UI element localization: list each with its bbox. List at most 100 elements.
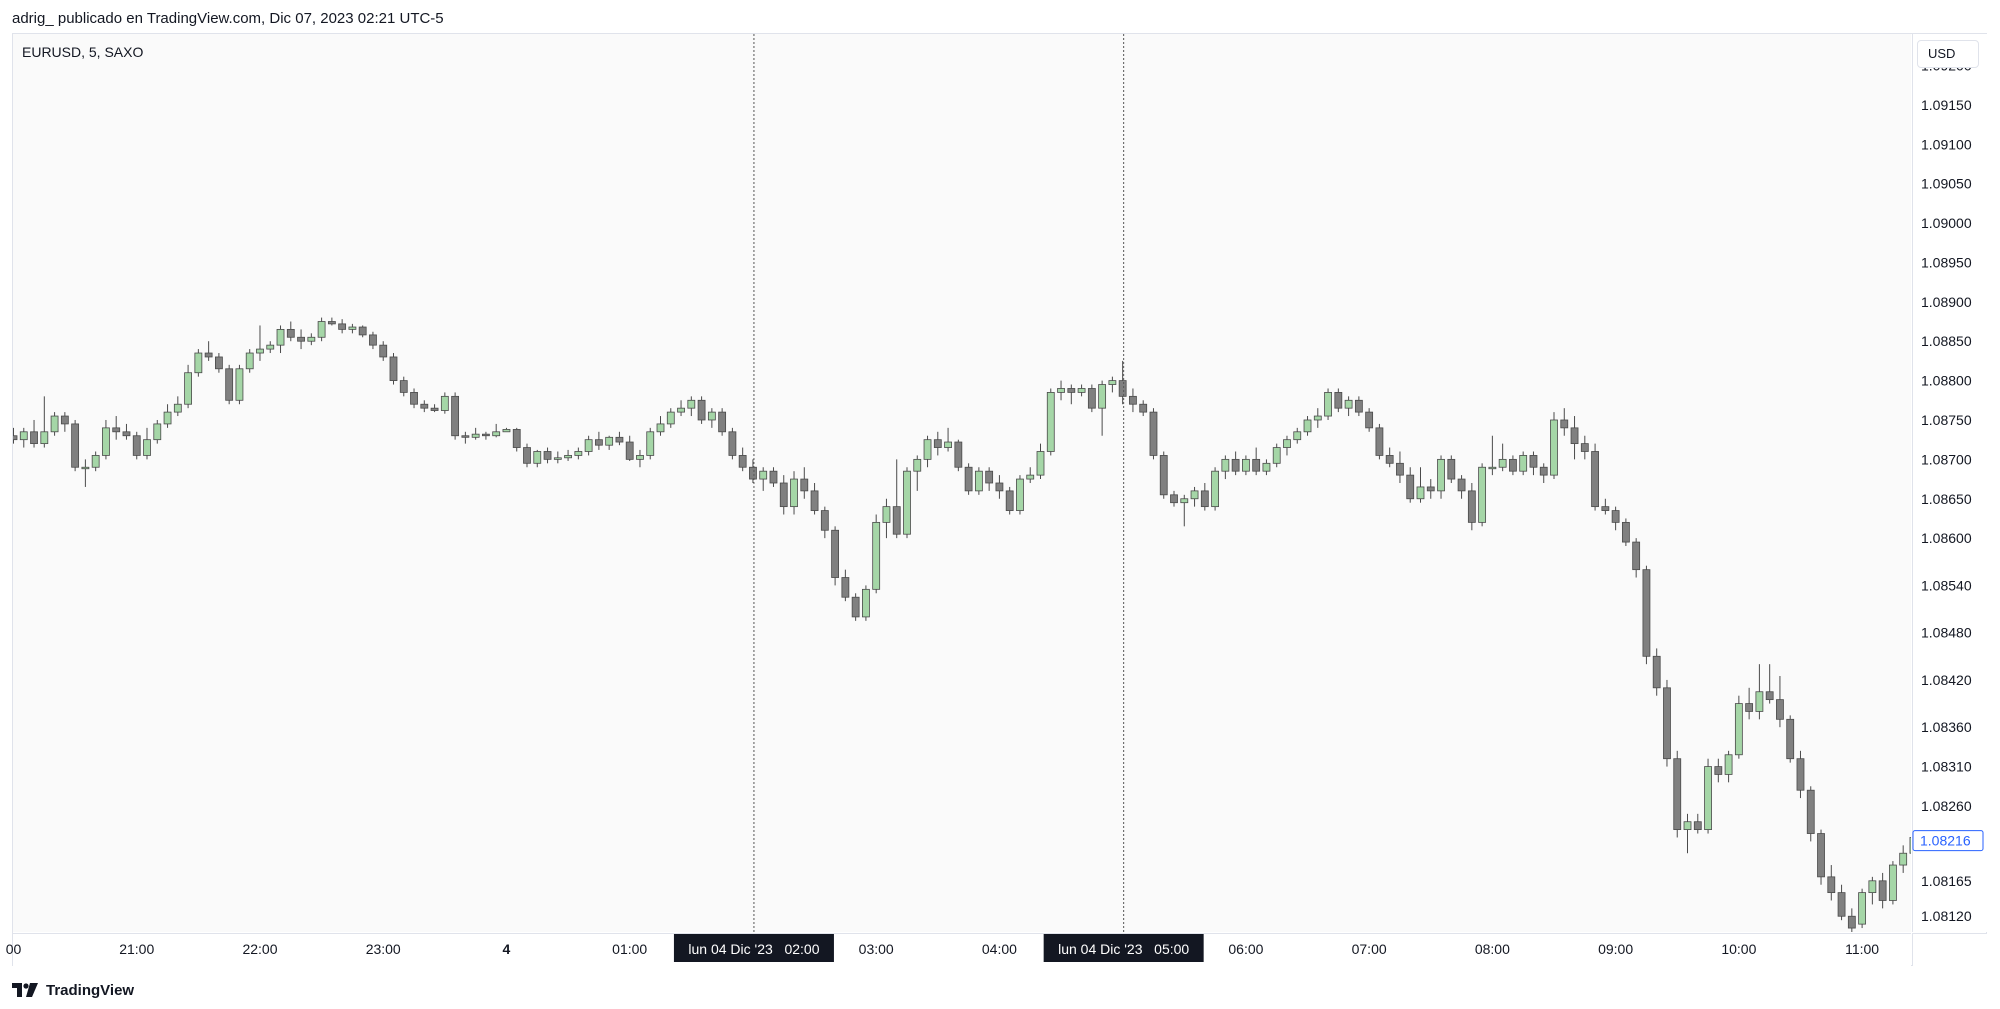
time-tick-label: 01:00 [612,941,647,957]
candle-up [91,455,100,468]
candle-down [1334,392,1343,409]
symbol-title[interactable]: EURUSD, 5, SAXO [22,44,144,60]
candle-up [1324,392,1332,417]
tradingview-logo[interactable]: TradingView [12,980,134,1000]
candle-up [687,399,696,409]
candle-down [420,403,429,409]
candle-down [1067,388,1076,393]
candle-down [1560,419,1569,429]
candle-down [625,441,634,460]
candle-up [1416,486,1425,500]
candle-up [348,326,357,330]
candle-up [1519,455,1528,472]
candle-up [492,431,501,437]
candle-down [1673,758,1682,830]
candle-up [1868,880,1877,894]
price-tick-label: 1.08600 [1921,530,1972,546]
candle-up [19,431,28,441]
candle-down [1847,915,1856,929]
time-tick-label: 00 [6,941,22,957]
candle-down [461,435,470,438]
candle-down [512,429,521,448]
candle-up [50,415,59,433]
candle-up [1283,439,1291,448]
vertical-marker-label: lun 04 Dic '23 02:00 [688,941,819,957]
candle-up [1046,392,1055,452]
candle-up [944,441,952,448]
candle-up [564,455,572,459]
candle-up [266,344,275,350]
candle-up [646,431,655,456]
candle-down [132,435,141,456]
time-tick-label: 22:00 [242,941,277,957]
candle-up [1889,864,1897,901]
price-axis[interactable] [1912,34,1987,932]
candle-down [851,596,860,618]
candle-down [964,466,973,492]
candle-down [1087,388,1096,409]
candle-down [995,482,1004,492]
tradingview-logo-text: TradingView [46,981,135,999]
price-tick-label: 1.08650 [1921,491,1972,507]
price-tick-label: 1.08850 [1921,333,1972,349]
candle-up [245,352,254,370]
candle-down [1591,451,1599,508]
price-tick-label: 1.09050 [1921,176,1972,192]
candle-down [410,392,418,405]
candle-up [1293,431,1302,441]
price-tick-label: 1.08310 [1921,759,1972,775]
price-tick-label: 1.08165 [1921,873,1972,889]
currency-badge[interactable]: USD [1917,40,1979,68]
candle-up [1437,458,1445,492]
candle-up [1190,490,1199,500]
candle-up [974,470,983,492]
price-tick-label: 1.08260 [1921,798,1972,814]
candle-down [1806,789,1815,834]
time-tick-label: 10:00 [1721,941,1756,957]
candle-down [1139,403,1148,413]
candle-down [358,326,367,336]
candle-down [1457,478,1466,492]
candle-up [194,352,203,374]
candle-up [163,411,172,425]
candle-down [1426,486,1435,492]
candle-down [1406,474,1415,500]
candle-up [574,451,583,456]
candle-up [1026,474,1035,480]
candle-up [1550,419,1558,476]
candle-up [1313,415,1322,421]
last-price-label: 1.08216 [1920,833,1971,849]
axis-corner [1912,933,1987,966]
candle-up [872,521,881,590]
time-axis[interactable] [13,933,1911,966]
price-tick-label: 1.08800 [1921,373,1972,389]
candle-up [307,336,316,342]
candle-up [707,411,716,421]
candle-up [1704,766,1712,830]
candle-up [903,470,911,535]
price-tick-label: 1.08360 [1921,719,1972,735]
candle-down [831,529,839,578]
candle-down [1467,490,1476,523]
candle-down [369,334,377,346]
candle-up [882,506,891,523]
vertical-marker-label: lun 04 Dic '23 05:00 [1058,941,1189,957]
candle-up [862,588,870,618]
candle-down [738,455,747,468]
candle-up [1016,478,1024,511]
candle-down [338,323,347,330]
candle-down [1765,691,1774,701]
candle-up [153,423,162,441]
candle-down [379,344,388,358]
candle-down [615,436,624,443]
candle-up [636,455,644,460]
candle-up [605,436,614,446]
candle-up [1899,852,1908,866]
candle-down [1354,399,1363,413]
price-tick-label: 1.08540 [1921,577,1972,593]
candle-down [1714,766,1723,775]
candle-down [1529,455,1538,468]
price-tick-label: 1.08480 [1921,625,1972,641]
candle-down [327,321,336,325]
candle-down [718,411,727,433]
